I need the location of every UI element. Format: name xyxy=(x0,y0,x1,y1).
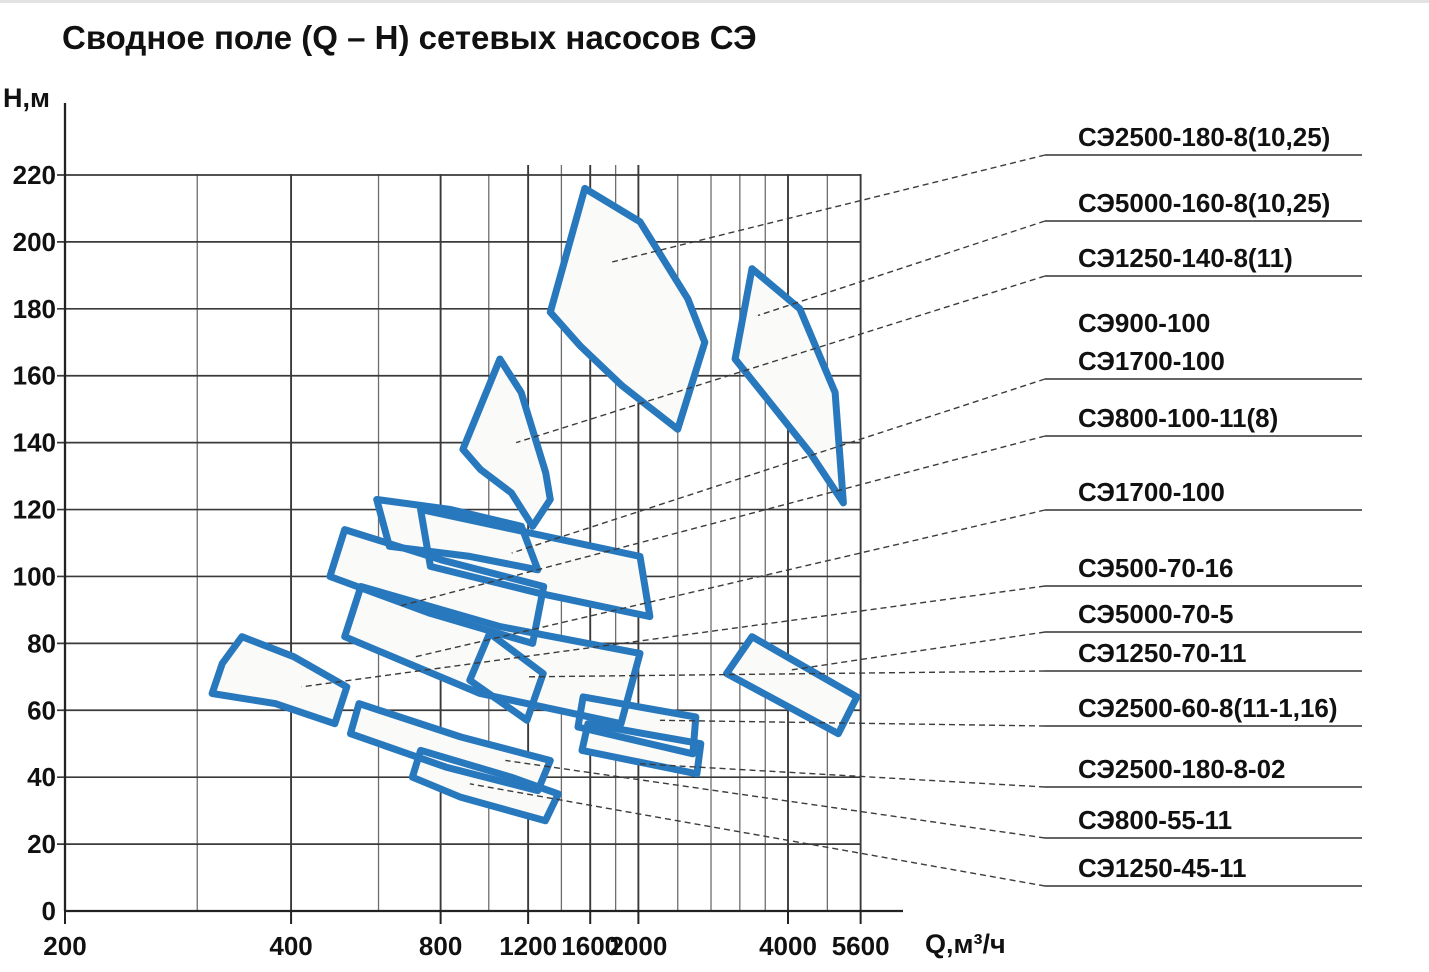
pump-field-outline xyxy=(341,583,644,728)
y-tick-label: 180 xyxy=(13,294,56,324)
leader-line xyxy=(757,220,1046,317)
pump-model-label: СЭ1250-70-11 xyxy=(1078,638,1247,668)
leader-line xyxy=(511,378,1046,554)
pump-model-label: СЭ2500-60-8(11-1,16) xyxy=(1078,693,1338,723)
y-tick-label: 0 xyxy=(42,896,56,926)
pump-field-outline xyxy=(326,526,548,647)
pump-model-label: СЭ1250-140-8(11) xyxy=(1078,243,1293,273)
pump-field-fills xyxy=(212,188,857,821)
pump-model-label: СЭ500-70-16 xyxy=(1078,553,1234,583)
pump-field-outline xyxy=(731,265,847,507)
leader-line xyxy=(415,509,1046,658)
leader-lines xyxy=(301,154,1362,887)
pump-field-outline xyxy=(459,355,554,530)
pump-model-label: СЭ800-100-11(8) xyxy=(1078,403,1279,433)
leader-line xyxy=(505,759,1046,839)
pump-field-outline xyxy=(723,633,861,738)
pump-model-label: СЭ2500-180-8-02 xyxy=(1078,754,1286,784)
x-tick-label: 200 xyxy=(43,931,86,961)
y-tick-label: 60 xyxy=(27,695,56,725)
x-tick-label: 5600 xyxy=(832,931,890,961)
leader-line xyxy=(469,783,1046,887)
leader-line xyxy=(528,670,1046,678)
pump-field-outline xyxy=(546,184,709,433)
x-tick-label: 400 xyxy=(269,931,312,961)
pump-field-outline xyxy=(208,633,351,728)
pump-field-outline xyxy=(347,700,554,795)
leader-line xyxy=(301,585,1046,688)
pump-field-outline xyxy=(408,746,562,825)
y-tick-label: 220 xyxy=(13,160,56,190)
pump-model-label: СЭ5000-160-8(10,25) xyxy=(1078,188,1331,218)
pump-model-label: СЭ1700-100 xyxy=(1078,346,1225,376)
x-tick-label: 2000 xyxy=(609,931,667,961)
y-tick-label: 120 xyxy=(13,495,56,525)
leader-line xyxy=(639,763,1046,788)
pump-model-label: СЭ800-55-11 xyxy=(1078,805,1233,835)
leader-line xyxy=(789,631,1046,671)
leader-line xyxy=(659,719,1046,727)
y-tick-label: 100 xyxy=(13,561,56,591)
x-tick-label: 1600 xyxy=(561,931,619,961)
y-tick-label: 80 xyxy=(27,628,56,658)
pump-field-outline xyxy=(574,693,700,758)
y-tick-label: 200 xyxy=(13,227,56,257)
pump-field-fill xyxy=(329,529,544,644)
chart-title: Сводное поле (Q – Н) сетевых насосов СЭ xyxy=(62,19,757,56)
x-tick-label: 1200 xyxy=(499,931,557,961)
pump-model-label: СЭ2500-180-8(10,25) xyxy=(1078,122,1331,152)
pump-field-fill xyxy=(350,703,551,791)
leader-line xyxy=(612,154,1046,263)
leader-line xyxy=(515,275,1046,444)
pump-field-fill xyxy=(550,188,705,430)
pump-field-outline xyxy=(466,629,547,724)
pump-field-outline xyxy=(578,720,705,778)
y-tick-label: 40 xyxy=(27,762,56,792)
pump-model-label: СЭ5000-70-5 xyxy=(1078,599,1234,629)
pump-model-label: СЭ1700-100 xyxy=(1078,477,1225,507)
pump-model-label: СЭ900-100 xyxy=(1078,308,1211,338)
leader-line xyxy=(397,435,1046,608)
x-axis-label: Q,м³/ч xyxy=(925,929,1006,959)
pump-field-outline xyxy=(417,506,654,621)
pump-model-label: СЭ1250-45-11 xyxy=(1078,853,1247,883)
y-tick-label: 20 xyxy=(27,829,56,859)
pump-field-fill xyxy=(735,268,844,503)
pump-field-fill xyxy=(212,636,347,724)
pump-field-outlines xyxy=(208,184,861,825)
x-tick-label: 800 xyxy=(419,931,462,961)
pump-field-fill xyxy=(726,636,857,734)
y-tick-label: 160 xyxy=(13,361,56,391)
pump-field-fill xyxy=(469,633,544,721)
y-axis-label: Н,м xyxy=(3,83,50,113)
y-tick-label: 140 xyxy=(13,428,56,458)
x-tick-label: 4000 xyxy=(759,931,817,961)
